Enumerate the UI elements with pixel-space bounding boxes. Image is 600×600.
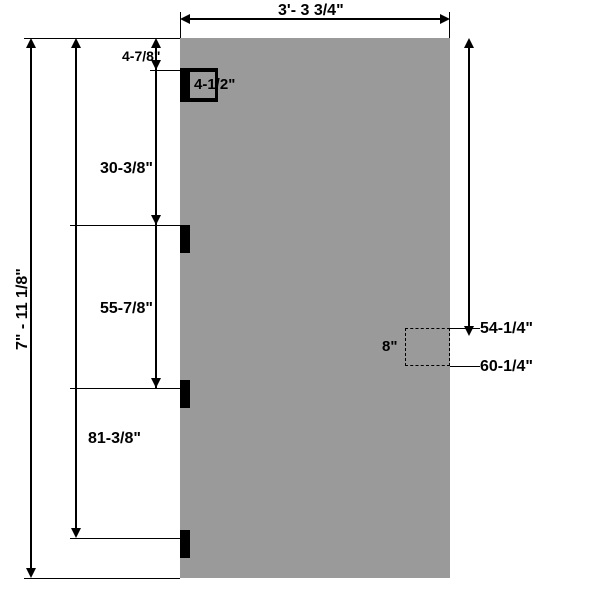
top-to-hinge4-label: 81-3/8" — [88, 430, 141, 448]
height-dim-label: 7" - 11 1/8" — [14, 268, 32, 350]
hinge-col-arrow-up — [151, 38, 161, 48]
width-ext-left — [180, 12, 181, 38]
hinge-backset-label: 4-1/2" — [194, 76, 235, 93]
lock-top-arrow-up — [464, 38, 474, 48]
ext-hinge4 — [70, 538, 180, 539]
top-to-hinge1-label: 4-7/8" — [122, 48, 161, 64]
lock-height-label: 8" — [382, 338, 397, 355]
height-ext-bot — [24, 578, 180, 579]
top-to-hinge2-label: 30-3/8" — [100, 160, 153, 178]
hinge-2 — [180, 225, 190, 253]
ext-hinge3 — [70, 388, 180, 389]
hinge-backset-bracket-top — [180, 68, 218, 72]
height-dim-arrow-up — [26, 38, 36, 48]
hinge-3 — [180, 380, 190, 408]
lock-top-dim-line — [468, 48, 470, 326]
door-slab — [180, 38, 450, 578]
hinge4-dim-arrow-up — [71, 38, 81, 48]
hinge3-arrow — [151, 378, 161, 388]
height-dim-arrow-down — [26, 568, 36, 578]
top-to-hinge3-label: 55-7/8" — [100, 300, 153, 318]
ext-hinge2 — [70, 225, 180, 226]
width-dim-label: 3'- 3 3/4" — [278, 2, 344, 20]
lock-bot-ext — [450, 366, 480, 367]
width-ext-right — [449, 12, 450, 38]
hinge-4 — [180, 530, 190, 558]
ext-hinge1 — [150, 70, 180, 71]
hinge2-arrow — [151, 215, 161, 225]
hinge4-dim-line — [75, 48, 77, 528]
door-dimension-diagram: 3'- 3 3/4" 7" - 11 1/8" 4-7/8" 30-3/8" 5… — [0, 0, 600, 600]
hinge-backset-bracket-bot — [180, 98, 218, 102]
lock-top-label: 54-1/4" — [480, 320, 533, 338]
hinge-1 — [180, 70, 190, 98]
lock-bot-label: 60-1/4" — [480, 358, 533, 376]
lock-prep-box — [405, 328, 450, 366]
hinge4-dim-arrow-down — [71, 528, 81, 538]
lock-top-ext — [450, 328, 480, 329]
width-dim-arrow-left — [180, 14, 190, 24]
